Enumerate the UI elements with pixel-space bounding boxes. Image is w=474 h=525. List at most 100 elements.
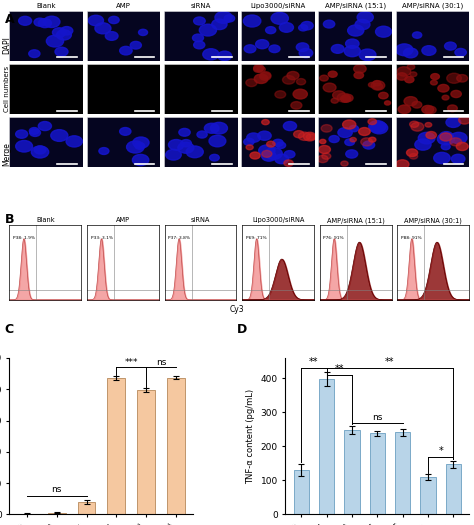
- Circle shape: [193, 17, 205, 25]
- Text: ns: ns: [156, 358, 166, 366]
- Circle shape: [323, 20, 335, 28]
- Circle shape: [322, 153, 331, 159]
- Circle shape: [243, 15, 261, 27]
- Circle shape: [133, 137, 149, 148]
- Circle shape: [451, 154, 465, 164]
- Circle shape: [368, 82, 375, 87]
- Circle shape: [265, 148, 282, 160]
- Circle shape: [319, 75, 328, 81]
- Circle shape: [410, 121, 419, 128]
- Circle shape: [130, 41, 141, 49]
- Circle shape: [384, 101, 391, 105]
- Bar: [137, 390, 155, 514]
- Circle shape: [354, 72, 364, 79]
- Bar: [48, 513, 65, 514]
- Circle shape: [318, 155, 328, 163]
- Circle shape: [283, 76, 295, 84]
- Circle shape: [447, 73, 461, 83]
- Circle shape: [458, 116, 471, 124]
- Circle shape: [430, 80, 438, 85]
- Circle shape: [296, 79, 306, 85]
- Circle shape: [30, 129, 40, 136]
- Circle shape: [275, 91, 286, 98]
- Circle shape: [341, 161, 348, 166]
- Circle shape: [398, 105, 410, 113]
- Circle shape: [410, 72, 417, 77]
- Circle shape: [422, 106, 434, 113]
- Circle shape: [204, 123, 219, 133]
- Circle shape: [412, 101, 422, 108]
- Circle shape: [284, 151, 295, 158]
- Circle shape: [46, 35, 64, 47]
- Circle shape: [345, 139, 355, 145]
- Circle shape: [299, 25, 308, 31]
- Circle shape: [246, 145, 253, 150]
- Circle shape: [18, 16, 32, 25]
- Circle shape: [287, 71, 299, 80]
- Circle shape: [199, 24, 217, 36]
- Circle shape: [370, 122, 388, 134]
- Text: **: **: [335, 364, 344, 374]
- Circle shape: [262, 151, 276, 161]
- Circle shape: [451, 90, 461, 98]
- Circle shape: [407, 149, 418, 156]
- Circle shape: [132, 154, 149, 166]
- Circle shape: [218, 51, 232, 61]
- Circle shape: [323, 83, 336, 92]
- Circle shape: [331, 45, 344, 54]
- Circle shape: [354, 65, 366, 73]
- Circle shape: [293, 131, 304, 138]
- Circle shape: [244, 45, 256, 53]
- Circle shape: [262, 150, 272, 157]
- Circle shape: [341, 96, 351, 102]
- Circle shape: [412, 32, 422, 38]
- Circle shape: [363, 141, 374, 149]
- Circle shape: [275, 154, 289, 164]
- Circle shape: [422, 46, 436, 55]
- Bar: [108, 379, 125, 514]
- Circle shape: [53, 28, 66, 37]
- Text: P37: 3.8%: P37: 3.8%: [168, 236, 190, 240]
- Bar: [370, 434, 385, 514]
- Circle shape: [138, 29, 147, 36]
- Title: Lipo3000/siRNA: Lipo3000/siRNA: [250, 3, 306, 9]
- Circle shape: [192, 34, 203, 41]
- Circle shape: [344, 46, 360, 57]
- Circle shape: [359, 128, 370, 135]
- Circle shape: [342, 94, 353, 102]
- Text: P69: 71%: P69: 71%: [246, 236, 266, 240]
- Circle shape: [373, 83, 383, 89]
- Circle shape: [261, 72, 271, 79]
- Circle shape: [210, 154, 219, 161]
- Circle shape: [181, 140, 191, 147]
- Circle shape: [178, 142, 194, 153]
- Circle shape: [265, 27, 276, 34]
- Circle shape: [405, 77, 414, 83]
- Text: D: D: [237, 323, 247, 336]
- Circle shape: [215, 12, 232, 23]
- Circle shape: [438, 85, 449, 92]
- Bar: [395, 432, 410, 514]
- Text: **: **: [385, 358, 395, 368]
- Title: AMP/siRNA (15:1): AMP/siRNA (15:1): [327, 217, 385, 224]
- Circle shape: [34, 18, 46, 26]
- Circle shape: [271, 13, 288, 24]
- Circle shape: [61, 27, 73, 35]
- Circle shape: [179, 129, 190, 136]
- Circle shape: [328, 71, 337, 77]
- Circle shape: [210, 122, 228, 134]
- Circle shape: [396, 73, 407, 80]
- Circle shape: [203, 49, 219, 60]
- Text: ns: ns: [52, 485, 62, 494]
- Circle shape: [197, 131, 207, 138]
- Circle shape: [34, 146, 46, 154]
- Text: A: A: [5, 13, 14, 26]
- Bar: [294, 470, 309, 514]
- Circle shape: [442, 95, 449, 100]
- Circle shape: [373, 80, 381, 86]
- Circle shape: [346, 39, 359, 48]
- Circle shape: [56, 30, 72, 40]
- Circle shape: [301, 22, 313, 30]
- Circle shape: [254, 65, 264, 71]
- Title: siRNA: siRNA: [191, 3, 211, 9]
